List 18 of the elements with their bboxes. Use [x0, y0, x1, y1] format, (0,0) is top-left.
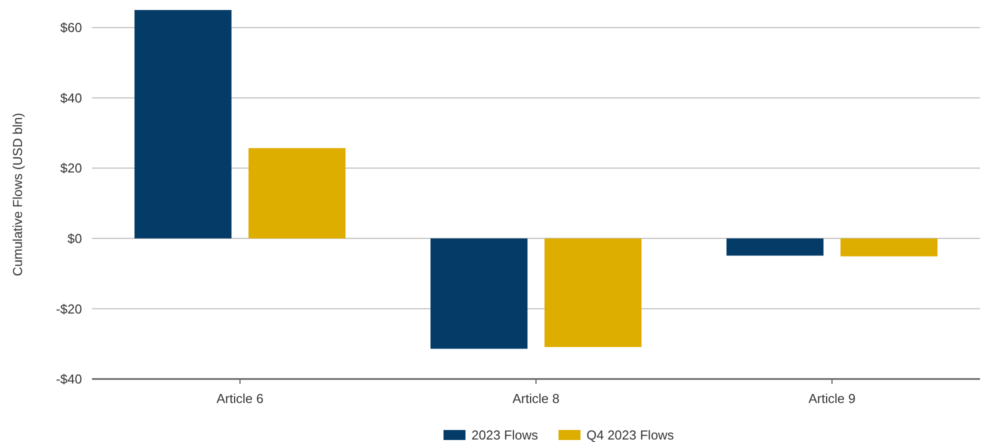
legend-label: 2023 Flows [472, 428, 538, 443]
y-tick-label: $0 [68, 230, 82, 246]
y-tick-label: $20 [60, 160, 82, 176]
y-tick-label: $40 [60, 90, 82, 106]
y-axis-title: Cumulative Flows (USD bln) [10, 112, 25, 276]
y-tick-label: -$40 [56, 372, 82, 387]
x-tick-label: Article 9 [808, 391, 856, 406]
bar [248, 148, 346, 238]
bar [134, 10, 232, 238]
bar [726, 238, 824, 256]
x-tick-label: Article 6 [216, 391, 264, 406]
bar [840, 238, 938, 256]
y-tick-label: -$20 [56, 301, 82, 316]
y-tick-label: $60 [60, 20, 82, 36]
x-tick-label: Article 8 [512, 391, 560, 406]
bar [430, 238, 528, 349]
bar [544, 238, 642, 348]
legend-label: Q4 2023 Flows [586, 428, 674, 443]
